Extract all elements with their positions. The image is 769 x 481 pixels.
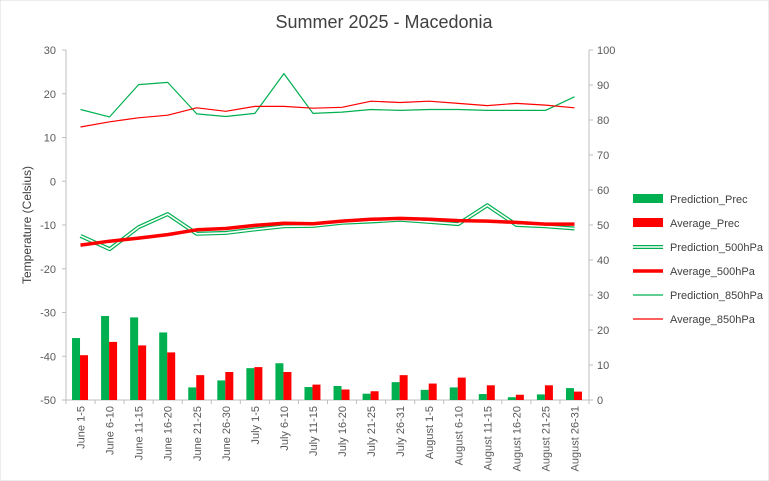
y-tick-label: -40	[40, 351, 56, 363]
bar-prediction-prec	[478, 394, 487, 400]
x-tick-label: August 16-20	[511, 406, 523, 471]
bar-prediction-prec	[217, 380, 226, 400]
x-tick-label: August 26-31	[569, 406, 581, 471]
bar-average-prec	[283, 372, 292, 400]
bar-average-prec	[399, 375, 408, 400]
x-tick-label: July 26-31	[395, 406, 407, 457]
x-tick-label: June 21-25	[192, 406, 204, 461]
legend-average-850hpa-label: Average_850hPa	[670, 314, 756, 326]
bar-prediction-prec	[333, 386, 342, 400]
bar-average-prec	[370, 391, 379, 400]
y-tick-label: -30	[40, 308, 56, 320]
legend-prediction-500hpa-label: Prediction_500hPa	[670, 242, 764, 254]
bar-prediction-prec	[275, 363, 284, 400]
y2-tick-label: 40	[597, 255, 609, 267]
y2-tick-label: 70	[597, 150, 609, 162]
lines-group	[79, 72, 575, 252]
bar-average-prec	[167, 352, 176, 400]
line-prediction-500hpa-inner	[80, 204, 575, 250]
y-tick-label: -10	[40, 220, 56, 232]
line-average-500hpa	[80, 216, 575, 247]
bar-average-prec	[515, 394, 524, 400]
bar-average-prec	[254, 367, 263, 400]
y-tick-label: 10	[44, 133, 56, 145]
bar-prediction-prec	[362, 393, 371, 400]
x-tick-label: June 1-5	[76, 406, 88, 449]
legend-prediction-prec-swatch	[633, 194, 663, 203]
bar-average-prec	[544, 385, 553, 400]
legend-average-prec-label: Average_Prec	[670, 218, 740, 230]
bar-average-prec	[428, 383, 437, 400]
x-tick-label: August 11-15	[482, 406, 494, 471]
bar-average-prec	[138, 345, 147, 400]
x-tick-label: August 21-25	[540, 406, 552, 471]
bar-prediction-prec	[420, 389, 429, 400]
x-tick-label: June 16-20	[163, 406, 175, 461]
bar-average-prec	[486, 385, 495, 400]
x-tick-label: July 21-25	[366, 406, 378, 457]
bar-prediction-prec	[72, 338, 81, 400]
y-tick-label: -50	[40, 395, 56, 407]
bar-prediction-prec	[130, 317, 139, 400]
axes: 3020100-10-20-30-40-50100908070605040302…	[40, 45, 615, 471]
y2-tick-label: 10	[597, 360, 609, 372]
y2-tick-label: 90	[597, 80, 609, 92]
y2-tick-label: 60	[597, 185, 609, 197]
x-tick-label: August 6-10	[453, 406, 465, 465]
y-axis-title: Temperature (Celsius)	[20, 166, 34, 284]
bar-average-prec	[225, 372, 234, 400]
y-tick-label: 20	[44, 89, 56, 101]
legend-average-500hpa-label: Average_500hPa	[670, 266, 756, 278]
bar-average-prec	[573, 391, 582, 400]
y-tick-label: 30	[44, 45, 56, 57]
x-tick-label: July 1-5	[250, 406, 262, 445]
bar-prediction-prec	[391, 382, 400, 400]
bars-group	[72, 316, 582, 400]
legend: Prediction_Prec Average_Prec Prediction_50…	[633, 194, 764, 326]
y2-tick-label: 100	[597, 45, 615, 57]
bar-average-prec	[341, 389, 350, 400]
x-tick-label: June 6-10	[105, 406, 117, 455]
bar-average-prec	[457, 377, 466, 400]
line-average-850hpa	[80, 100, 575, 128]
x-tick-label: July 11-15	[308, 406, 320, 456]
y2-tick-label: 20	[597, 325, 609, 337]
x-tick-label: June 11-15	[134, 406, 146, 460]
bar-prediction-prec	[449, 387, 458, 400]
y2-tick-label: 0	[597, 395, 603, 407]
bar-average-prec	[312, 384, 321, 400]
x-tick-label: July 16-20	[337, 406, 349, 457]
y2-tick-label: 30	[597, 290, 609, 302]
bar-prediction-prec	[101, 316, 110, 400]
y-tick-label: 0	[50, 176, 56, 188]
chart-title: Summer 2025 - Macedonia	[275, 12, 493, 32]
bar-prediction-prec	[304, 387, 313, 400]
x-tick-label: July 6-10	[279, 406, 291, 451]
bar-prediction-prec	[246, 368, 255, 400]
x-tick-label: August 1-5	[424, 406, 436, 459]
y-tick-label: -20	[40, 264, 56, 276]
bar-prediction-prec	[159, 332, 168, 400]
bar-prediction-prec	[536, 394, 545, 400]
legend-prediction-850hpa-label: Prediction_850hPa	[670, 290, 764, 302]
legend-prediction-prec-label: Prediction_Prec	[670, 194, 748, 206]
x-tick-label: June 26-30	[221, 406, 233, 461]
bar-prediction-prec	[565, 388, 574, 400]
bar-average-prec	[196, 375, 205, 400]
legend-average-prec-swatch	[633, 218, 663, 227]
bar-prediction-prec	[188, 387, 197, 400]
bar-prediction-prec	[507, 397, 516, 400]
y2-tick-label: 80	[597, 115, 609, 127]
line-prediction-850hpa	[80, 72, 575, 118]
bar-average-prec	[80, 355, 89, 400]
y2-tick-label: 50	[597, 220, 609, 232]
bar-average-prec	[109, 341, 118, 400]
